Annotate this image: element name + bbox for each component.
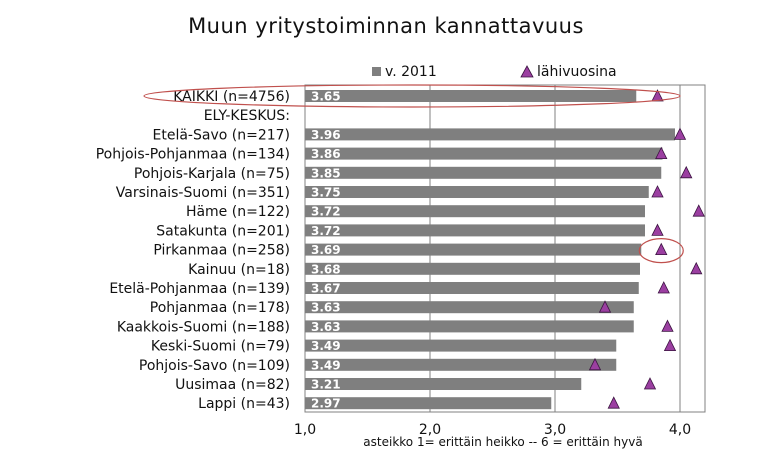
bar — [305, 243, 642, 256]
marker-point — [692, 204, 705, 217]
marker-point — [661, 319, 674, 332]
category-label: Pohjois-Karjala (n=75) — [134, 166, 290, 182]
bar — [305, 205, 645, 218]
bar-value-label: 3.72 — [311, 205, 341, 219]
marker-point — [655, 146, 668, 159]
marker-point — [690, 261, 703, 275]
bar — [305, 397, 552, 410]
marker-point — [651, 89, 664, 102]
bar-value-label: 3.69 — [311, 243, 341, 257]
category-label: Etelä-Savo (n=217) — [153, 127, 290, 143]
marker-point — [655, 242, 668, 255]
bar-value-label: 3.68 — [311, 262, 341, 276]
marker-point — [663, 338, 677, 351]
legend-bar-label: v. 2011 — [385, 64, 437, 80]
category-label: Varsinais-Suomi (n=351) — [116, 185, 290, 201]
bar — [305, 262, 640, 275]
highlight-ellipse — [143, 84, 681, 108]
bar-value-label: 3.75 — [311, 186, 341, 200]
bar — [305, 147, 663, 160]
category-label: ELY-KESKUS: — [204, 108, 290, 124]
legend-marker-swatch — [520, 65, 534, 78]
category-label: Uusimaa (n=82) — [175, 377, 290, 393]
bar-value-label: 3.49 — [311, 339, 341, 353]
bar-value-label: 3.21 — [311, 378, 341, 392]
bar — [305, 320, 634, 333]
marker-point — [607, 396, 620, 409]
category-label: Keski-Suomi (n=79) — [151, 339, 290, 355]
bar-value-label: 3.65 — [311, 90, 341, 104]
category-label: KAIKKI (n=4756) — [173, 89, 290, 105]
bar — [305, 90, 637, 102]
category-label: Pohjois-Pohjanmaa (n=134) — [96, 147, 290, 163]
bar — [305, 224, 645, 237]
marker-point — [680, 165, 693, 179]
category-label: Pirkanmaa (n=258) — [153, 243, 290, 259]
bar-value-label: 3.86 — [311, 147, 341, 161]
category-label: Kainuu (n=18) — [188, 262, 290, 278]
bar-value-label: 3.67 — [311, 282, 341, 296]
chart-title: Muun yritystoiminnan kannattavuus — [188, 14, 584, 38]
x-tick-label: 3,0 — [544, 422, 566, 438]
highlight-ellipse — [638, 238, 684, 264]
bar-value-label: 3.85 — [311, 166, 341, 180]
bar — [305, 358, 617, 371]
bar — [305, 282, 639, 294]
marker-point — [651, 223, 664, 236]
bar — [305, 301, 634, 314]
category-label: Etelä-Pohjanmaa (n=139) — [109, 281, 290, 297]
bar — [305, 186, 649, 198]
x-tick-label: 4,0 — [669, 422, 691, 438]
category-label: Pohjois-Savo (n=109) — [139, 358, 290, 374]
category-label: Häme (n=122) — [186, 204, 290, 220]
marker-point — [643, 377, 657, 390]
bar-value-label: 3.96 — [311, 128, 341, 142]
bar-value-label: 2.97 — [311, 397, 341, 411]
bar-value-label: 3.63 — [311, 320, 341, 334]
category-label: Satakunta (n=201) — [156, 223, 290, 239]
marker-point — [657, 281, 670, 294]
category-label: Kaakkois-Suomi (n=188) — [117, 319, 290, 335]
x-axis-label: asteikko 1= erittäin heikko -- 6 = eritt… — [363, 435, 642, 449]
bar — [305, 166, 662, 179]
marker-point — [673, 127, 687, 140]
bar-value-label: 3.72 — [311, 224, 341, 238]
x-tick-label: 1,0 — [294, 422, 316, 438]
bar — [305, 378, 582, 390]
category-label: Lappi (n=43) — [198, 396, 290, 412]
category-label: Pohjanmaa (n=178) — [150, 300, 290, 316]
marker-point — [651, 185, 664, 198]
legend-bar-swatch — [372, 67, 381, 76]
bar-value-label: 3.49 — [311, 358, 341, 372]
legend-marker-label: lähivuosina — [537, 64, 617, 80]
bar — [305, 128, 675, 141]
marker-point — [598, 300, 612, 313]
bar-value-label: 3.63 — [311, 301, 341, 315]
marker-point — [588, 357, 602, 371]
bar — [305, 339, 617, 352]
x-tick-label: 2,0 — [419, 422, 441, 438]
